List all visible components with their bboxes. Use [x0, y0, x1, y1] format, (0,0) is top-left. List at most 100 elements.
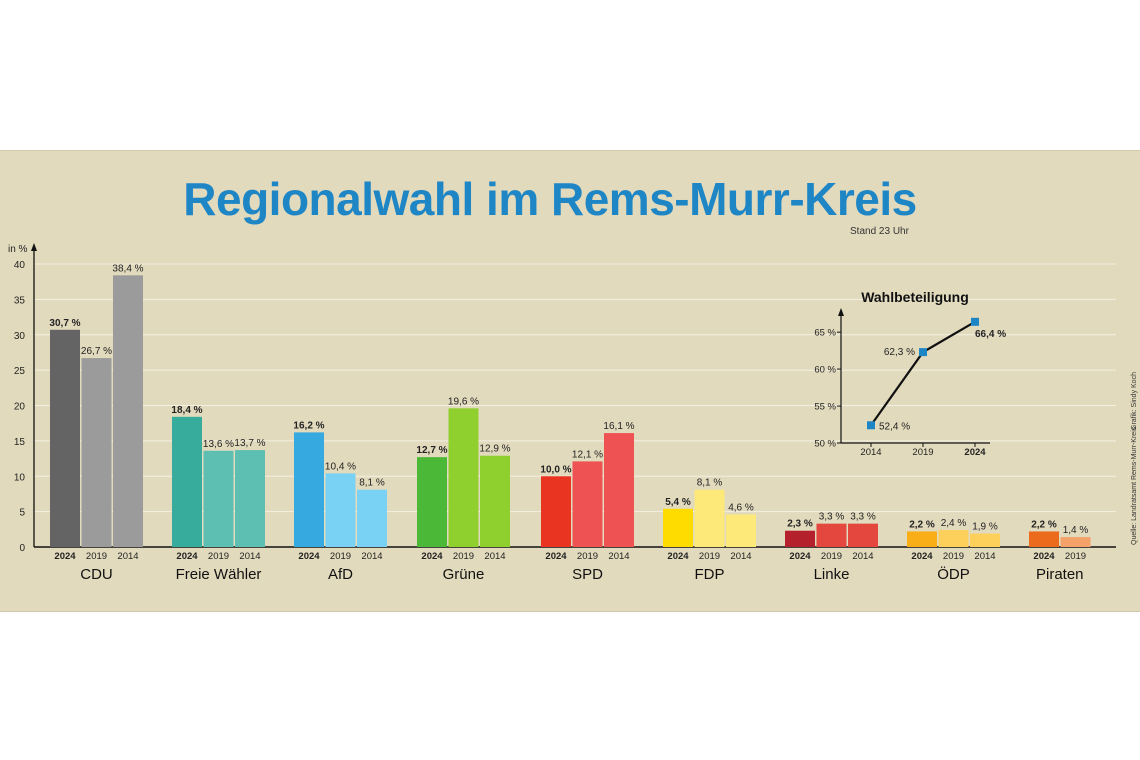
bar: [907, 531, 937, 547]
y-tick-label: 0: [19, 543, 25, 554]
data-label: 4,6 %: [728, 502, 754, 513]
category-label: AfD: [328, 566, 353, 583]
inset-x-tick-label: 2014: [860, 447, 881, 458]
inset-y-tick-label: 60 %: [814, 365, 836, 376]
x-tick-year: 2024: [54, 551, 76, 562]
x-tick-year: 2024: [545, 551, 567, 562]
data-label: 2,3 %: [787, 519, 813, 530]
bar: [113, 275, 143, 547]
x-tick-year: 2019: [821, 551, 842, 562]
bar: [417, 457, 447, 547]
credit-source: Quelle: Landratsamt Rems-Murr-Kreis: [1131, 426, 1138, 545]
x-tick-year: 2024: [176, 551, 198, 562]
y-tick-label: 25: [14, 366, 26, 377]
bar: [203, 450, 234, 547]
x-tick-year: 2024: [789, 551, 811, 562]
bar: [172, 416, 202, 547]
x-tick-year: 2024: [298, 551, 320, 562]
data-label: 26,7 %: [81, 346, 112, 357]
bar: [938, 530, 969, 547]
x-tick-year: 2014: [117, 551, 138, 562]
category-label: Piraten: [1036, 566, 1084, 583]
inset-x-tick-label: 2024: [964, 447, 986, 458]
data-label: 3,3 %: [850, 512, 876, 523]
bar: [357, 489, 387, 547]
data-label: 19,6 %: [448, 396, 479, 407]
data-label: 5,4 %: [665, 497, 691, 508]
bar: [572, 461, 603, 547]
x-tick-year: 2014: [361, 551, 382, 562]
y-tick-label: 30: [14, 331, 26, 342]
inset-y-tick-label: 65 %: [814, 328, 836, 339]
inset-y-tick-label: 55 %: [814, 402, 836, 413]
bar: [726, 514, 756, 547]
y-tick-label: 15: [14, 437, 26, 448]
bar: [1029, 531, 1059, 547]
bar: [604, 433, 634, 547]
y-tick-label: 10: [14, 472, 26, 483]
category-label: CDU: [80, 566, 113, 583]
data-label: 18,4 %: [171, 405, 202, 416]
turnout-marker: [867, 421, 875, 430]
x-tick-year: 2014: [484, 551, 505, 562]
bar: [816, 523, 847, 547]
y-axis-arrow: [31, 243, 37, 251]
x-tick-year: 2014: [608, 551, 629, 562]
data-label: 10,4 %: [325, 461, 356, 472]
y-axis-label: in %: [8, 244, 28, 255]
x-tick-year: 2019: [330, 551, 351, 562]
bar: [448, 408, 479, 547]
x-tick-year: 2014: [239, 551, 260, 562]
data-label: 8,1 %: [697, 478, 723, 489]
inset-title: Wahlbeteiligung: [861, 289, 969, 305]
bar: [81, 358, 112, 547]
bar: [325, 473, 356, 547]
inset-y-tick-label: 50 %: [814, 439, 836, 450]
category-label: ÖDP: [937, 565, 970, 583]
x-tick-year: 2019: [943, 551, 964, 562]
x-tick-year: 2024: [911, 551, 933, 562]
x-tick-year: 2019: [208, 551, 229, 562]
data-label: 38,4 %: [112, 263, 143, 274]
turnout-marker: [919, 348, 927, 357]
bar: [480, 455, 510, 547]
inset-y-axis-arrow: [838, 308, 844, 316]
bar: [970, 533, 1000, 547]
data-label: 2,4 %: [941, 518, 967, 529]
bar: [694, 489, 725, 547]
data-label: 10,0 %: [540, 464, 571, 475]
turnout-label: 52,4 %: [879, 421, 910, 432]
data-label: 8,1 %: [359, 478, 385, 489]
bar: [541, 476, 571, 547]
data-label: 30,7 %: [49, 318, 80, 329]
data-label: 12,9 %: [479, 444, 510, 455]
x-tick-year: 2024: [421, 551, 443, 562]
x-tick-year: 2019: [699, 551, 720, 562]
chart-title: Regionalwahl im Rems-Murr-Kreis: [183, 173, 917, 225]
data-label: 12,1 %: [572, 449, 603, 460]
bar: [785, 530, 815, 547]
data-label: 12,7 %: [416, 445, 447, 456]
category-label: Linke: [814, 566, 850, 583]
x-tick-year: 2019: [1065, 551, 1086, 562]
data-label: 2,2 %: [1031, 519, 1057, 530]
category-label: Freie Wähler: [176, 566, 262, 583]
x-tick-year: 2019: [86, 551, 107, 562]
bar: [294, 432, 324, 547]
turnout-label: 66,4 %: [975, 329, 1006, 340]
data-label: 16,2 %: [293, 420, 324, 431]
y-tick-label: 5: [19, 508, 25, 519]
x-tick-year: 2014: [852, 551, 873, 562]
bar: [50, 329, 80, 547]
data-label: 13,7 %: [234, 438, 265, 449]
x-tick-year: 2019: [577, 551, 598, 562]
x-tick-year: 2024: [1033, 551, 1055, 562]
inset-x-tick-label: 2019: [912, 447, 933, 458]
turnout-label: 62,3 %: [884, 347, 915, 358]
bar: [848, 523, 878, 547]
data-label: 1,4 %: [1063, 525, 1089, 536]
x-tick-year: 2019: [453, 551, 474, 562]
turnout-line: [870, 320, 976, 426]
category-label: Grüne: [443, 566, 485, 583]
